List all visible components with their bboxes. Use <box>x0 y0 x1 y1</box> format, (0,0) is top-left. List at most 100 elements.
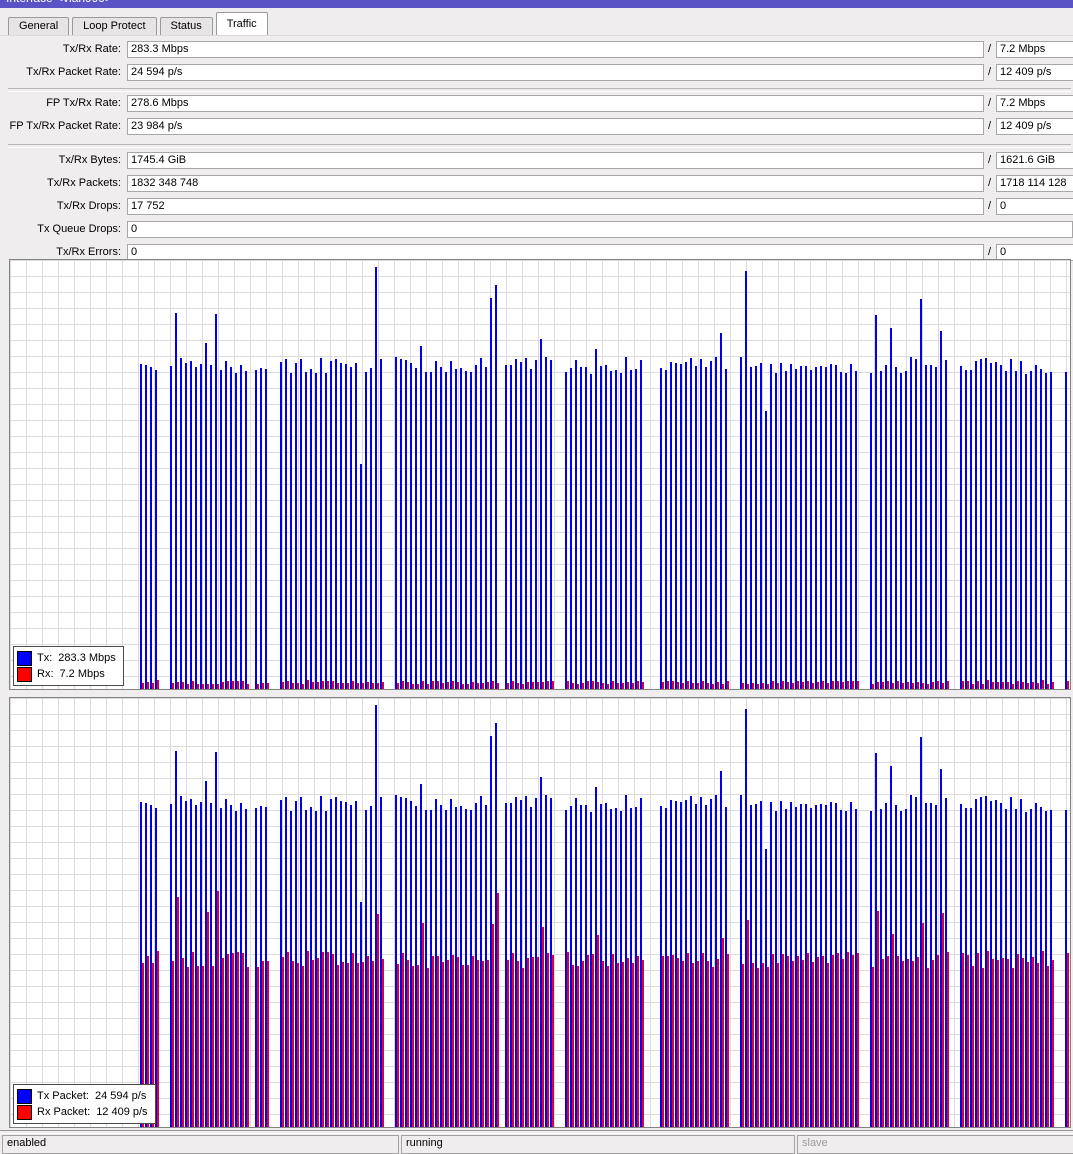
tx-bar <box>870 811 872 1127</box>
tx-bar <box>235 811 237 1127</box>
traffic-rate-chart-legend: Tx: 283.3 Mbps Rx: 7.2 Mbps <box>13 646 124 686</box>
tx-rx-packets-tx-field[interactable]: 1832 348 748 <box>127 175 984 192</box>
tx-bar <box>370 806 372 1127</box>
rx-bar <box>282 682 284 689</box>
tx-bar <box>170 804 172 1127</box>
tx-rx-drops-rx-field[interactable]: 0 <box>996 198 1073 215</box>
field-row-tx-rx-packets: Tx/Rx Packets: 1832 348 748 / 1718 114 128 <box>0 175 1073 192</box>
rx-bar <box>587 681 589 689</box>
tx-bar <box>895 805 897 1127</box>
tx-rx-packet-rate-tx-field[interactable]: 24 594 p/s <box>127 64 984 81</box>
tx-bar <box>420 784 422 1127</box>
rx-bar <box>342 962 344 1127</box>
rx-bar <box>687 953 689 1127</box>
fp-tx-rx-rate-tx-field[interactable]: 278.6 Mbps <box>127 95 984 112</box>
tx-bar <box>330 799 332 1127</box>
tx-rx-drops-label: Tx/Rx Drops: <box>56 200 121 212</box>
tx-bar <box>170 366 172 689</box>
fp-tx-rx-packet-rate-rx-field[interactable]: 12 409 p/s <box>996 118 1073 135</box>
tx-bar <box>710 361 712 689</box>
tx-bar <box>575 360 577 689</box>
tx-rx-packet-rate-rx-field[interactable]: 12 409 p/s <box>996 64 1073 81</box>
window-title: Interface <vlan999> <box>6 0 112 5</box>
tx-bar <box>280 362 282 689</box>
rx-bar <box>572 965 574 1127</box>
tx-bar <box>430 810 432 1127</box>
fp-tx-rx-packet-rate-label: FP Tx/Rx Packet Rate: <box>9 120 121 132</box>
tx-bar <box>875 753 877 1127</box>
tx-bar <box>980 359 982 689</box>
tx-rx-drops-tx-field[interactable]: 17 752 <box>127 198 984 215</box>
tab-status[interactable]: Status <box>159 17 213 35</box>
tx-bar <box>835 365 837 689</box>
rx-bar <box>432 956 434 1127</box>
tx-bar <box>240 365 242 689</box>
rx-bar <box>397 683 399 689</box>
tx-bar <box>890 766 892 1127</box>
legend-row: Tx Packet: 24 594 p/s <box>17 1088 148 1104</box>
tab-loop-protect[interactable]: Loop Protect <box>72 17 157 35</box>
fp-tx-rx-packet-rate-tx-field[interactable]: 23 984 p/s <box>127 118 984 135</box>
tx-queue-drops-tx-field[interactable]: 0 <box>127 221 1073 238</box>
tx-bar <box>1015 809 1017 1127</box>
tx-rx-errors-label: Tx/Rx Errors: <box>56 246 121 258</box>
rx-bar <box>422 923 424 1127</box>
rx-bar <box>572 683 574 689</box>
tx-rx-packets-rx-field[interactable]: 1718 114 128 <box>996 175 1073 192</box>
tx-bar <box>760 363 762 689</box>
tx-bar <box>1040 369 1042 689</box>
rx-bar <box>1032 957 1034 1127</box>
tx-bar <box>1035 803 1037 1127</box>
fp-tx-rx-rate-rx-field[interactable]: 7.2 Mbps <box>996 95 1073 112</box>
rx-bar <box>192 952 194 1127</box>
tab-strip-divider <box>0 35 1073 36</box>
tx-bar <box>660 368 662 689</box>
tx-rx-rate-tx-field[interactable]: 283.3 Mbps <box>127 41 984 58</box>
rx-swatch <box>17 666 32 682</box>
slash-separator: / <box>988 246 992 258</box>
tx-bar <box>625 357 627 689</box>
tx-rx-bytes-rx-field[interactable]: 1621.6 GiB <box>996 152 1073 169</box>
rx-bar <box>477 683 479 689</box>
tx-bar <box>665 808 667 1127</box>
tx-bar <box>480 796 482 1127</box>
rx-bar <box>317 682 319 689</box>
tx-bar <box>480 358 482 689</box>
rx-bar <box>747 684 749 689</box>
rx-bar <box>437 956 439 1127</box>
tx-bar <box>530 369 532 689</box>
rx-bar <box>972 966 974 1127</box>
tx-bar <box>300 359 302 689</box>
tab-general[interactable]: General <box>8 17 70 35</box>
tab-traffic[interactable]: Traffic <box>215 12 268 35</box>
rx-bar <box>177 682 179 689</box>
tx-rx-bytes-label: Tx/Rx Bytes: <box>58 154 121 166</box>
tx-bar <box>195 805 197 1127</box>
tx-bar <box>445 810 447 1127</box>
tx-bar <box>520 800 522 1127</box>
rx-bar <box>462 965 464 1127</box>
rx-bar <box>627 958 629 1127</box>
tx-bar <box>260 368 262 689</box>
rx-bar <box>692 963 694 1127</box>
status-bar-divider <box>0 1130 1073 1134</box>
tx-bar <box>985 358 987 689</box>
rx-bar <box>937 955 939 1127</box>
rx-bar <box>337 965 339 1127</box>
rx-bar <box>847 952 849 1127</box>
status-cell-slave: slave <box>797 1135 1073 1154</box>
tx-bar <box>755 366 757 689</box>
rx-bar <box>1012 684 1014 689</box>
rx-bar <box>687 681 689 689</box>
rx-bar <box>382 959 384 1127</box>
tx-bar <box>990 801 992 1127</box>
tx-rx-rate-rx-field[interactable]: 7.2 Mbps <box>996 41 1073 58</box>
tx-bar <box>990 363 992 689</box>
rx-bar <box>372 683 374 689</box>
rx-bar <box>797 956 799 1127</box>
rx-bar <box>147 956 149 1127</box>
rx-bar <box>197 966 199 1127</box>
tx-bar <box>600 804 602 1127</box>
tx-rx-bytes-tx-field[interactable]: 1745.4 GiB <box>127 152 984 169</box>
rx-bar <box>237 681 239 689</box>
